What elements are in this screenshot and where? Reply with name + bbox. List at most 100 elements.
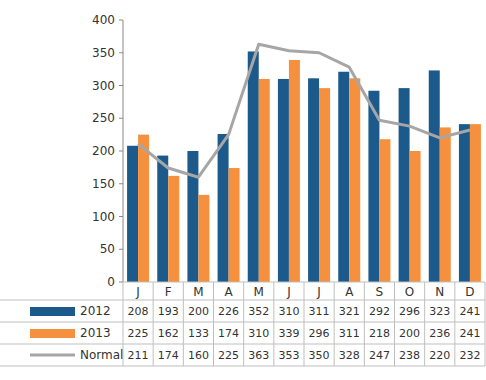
bar — [338, 72, 349, 282]
bar — [157, 156, 168, 282]
table-line — [394, 282, 395, 366]
bar — [289, 60, 300, 282]
y-tick — [119, 183, 123, 184]
table-value: 238 — [399, 349, 420, 362]
legend-label: 2013 — [80, 326, 111, 340]
bar — [308, 78, 319, 282]
bar — [248, 51, 259, 282]
bar — [470, 124, 481, 282]
x-tick-label: S — [376, 285, 384, 299]
table-value: 200 — [188, 305, 209, 318]
table-line — [0, 366, 485, 367]
y-tick-label: 50 — [100, 242, 115, 256]
table-value: 311 — [339, 327, 360, 340]
table-value: 241 — [459, 327, 480, 340]
x-tick-label: J — [135, 285, 140, 299]
table-value: 310 — [248, 327, 269, 340]
table-value: 160 — [188, 349, 209, 362]
bar — [187, 151, 198, 282]
y-tick — [119, 249, 123, 250]
table-value: 200 — [399, 327, 420, 340]
table-line — [454, 282, 455, 366]
table-value: 339 — [278, 327, 299, 340]
x-tick-label: O — [405, 285, 414, 299]
table-value: 232 — [459, 349, 480, 362]
bar — [218, 134, 229, 282]
table-value: 162 — [158, 327, 179, 340]
bar — [399, 88, 410, 282]
y-tick-label: 250 — [92, 111, 115, 125]
table-value: 220 — [429, 349, 450, 362]
table-value: 247 — [369, 349, 390, 362]
table-line — [485, 282, 486, 366]
y-tick-label: 150 — [92, 177, 115, 191]
table-value: 353 — [278, 349, 299, 362]
table-value: 174 — [158, 349, 179, 362]
legend-label: 2012 — [80, 304, 111, 318]
table-value: 311 — [309, 305, 330, 318]
table-value: 352 — [248, 305, 269, 318]
y-tick-label: 100 — [92, 210, 115, 224]
table-value: 296 — [399, 305, 420, 318]
marks — [127, 44, 481, 282]
y-tick-label: 350 — [92, 46, 115, 60]
bar — [198, 195, 209, 282]
legend-swatch — [30, 354, 75, 357]
table-value: 226 — [218, 305, 239, 318]
y-axis-line — [123, 20, 124, 282]
table-line — [424, 282, 425, 366]
bar — [429, 70, 440, 282]
x-tick-label: D — [465, 285, 474, 299]
chart-container: 050100150200250300350400JFMAMJJASOND2012… — [0, 0, 486, 380]
bar — [229, 168, 240, 282]
y-tick — [119, 151, 123, 152]
chart-svg: 050100150200250300350400JFMAMJJASOND2012… — [0, 0, 486, 380]
bar — [349, 78, 360, 282]
bar — [259, 79, 270, 282]
table-value: 321 — [339, 305, 360, 318]
table-line — [213, 282, 214, 366]
table-line — [304, 282, 305, 366]
x-tick-label: M — [193, 285, 203, 299]
x-tick-label: J — [316, 285, 321, 299]
bar — [319, 88, 330, 282]
bar — [459, 124, 470, 282]
table-value: 328 — [339, 349, 360, 362]
line — [138, 44, 470, 177]
table-value: 211 — [128, 349, 149, 362]
bar — [410, 151, 421, 282]
table-line — [0, 322, 485, 323]
bar — [168, 176, 179, 282]
table-value: 174 — [218, 327, 239, 340]
bar — [440, 127, 451, 282]
table-value: 363 — [248, 349, 269, 362]
table-value: 225 — [218, 349, 239, 362]
x-tick-label: M — [254, 285, 264, 299]
y-tick-label: 0 — [107, 275, 115, 289]
table-value: 310 — [278, 305, 299, 318]
x-tick-label: A — [224, 285, 233, 299]
x-tick-label: F — [165, 285, 172, 299]
table-line — [273, 282, 274, 366]
y-tick-label: 200 — [92, 144, 115, 158]
y-tick — [119, 85, 123, 86]
table-value: 296 — [309, 327, 330, 340]
table-line — [364, 282, 365, 366]
table-line — [0, 300, 485, 301]
legend-label: Normal — [80, 348, 123, 362]
table-value: 193 — [158, 305, 179, 318]
table-value: 208 — [128, 305, 149, 318]
bar — [138, 135, 149, 282]
legend-swatch — [30, 307, 75, 316]
table-value: 133 — [188, 327, 209, 340]
table-value: 236 — [429, 327, 450, 340]
y-tick — [119, 52, 123, 53]
table-value: 218 — [369, 327, 390, 340]
bar — [379, 139, 390, 282]
table-line — [334, 282, 335, 366]
x-tick-label: N — [435, 285, 444, 299]
y-tick — [119, 118, 123, 119]
y-tick-label: 400 — [92, 13, 115, 27]
bar — [278, 79, 289, 282]
table-line — [153, 282, 154, 366]
